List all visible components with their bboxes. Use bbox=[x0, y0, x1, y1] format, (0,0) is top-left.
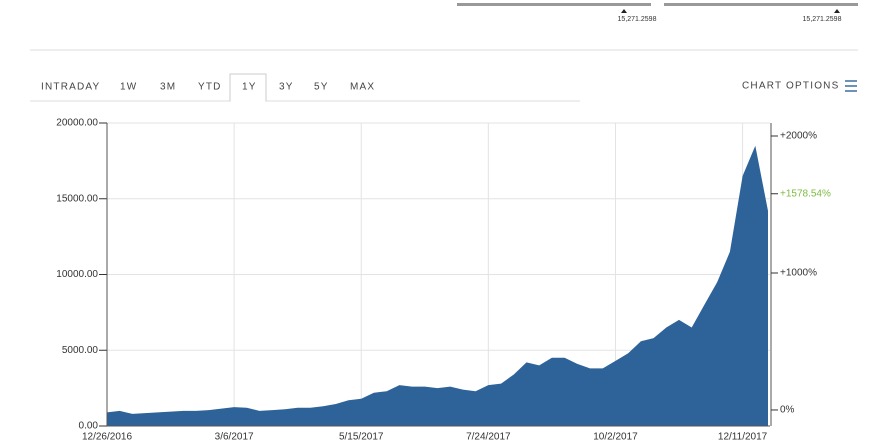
active-tab-box bbox=[229, 73, 267, 101]
tab[interactable]: 1Y bbox=[242, 82, 257, 93]
range-marker bbox=[621, 9, 627, 13]
menu-icon[interactable] bbox=[845, 80, 857, 92]
y-tick-label: 10000.00 bbox=[56, 269, 98, 280]
range-bar bbox=[457, 3, 651, 6]
y-tick-label: 5000.00 bbox=[62, 345, 99, 356]
range-label: 15,271.2598 bbox=[618, 16, 657, 23]
x-tick-label: 5/15/2017 bbox=[339, 432, 384, 443]
plot: 12/26/2016 3/6/2017 5/15/2017 7/24/2017 10/2… bbox=[56, 118, 831, 443]
range-bar bbox=[664, 3, 858, 6]
tab[interactable]: 1W bbox=[120, 82, 137, 93]
y2-tick-label: 0% bbox=[780, 405, 795, 416]
y2-tick-label: +2000% bbox=[780, 131, 817, 142]
tab[interactable]: 3M bbox=[160, 82, 176, 93]
tab-bar: INTRADAY 1W 3M YTD 1Y 3Y 5Y MAX bbox=[41, 73, 375, 102]
x-tick-label: 12/26/2016 bbox=[82, 432, 132, 443]
y2-tick-label: +1578.54% bbox=[780, 188, 831, 199]
y-tick-label: 15000.00 bbox=[56, 193, 98, 204]
y-tick-label: 0.00 bbox=[79, 421, 99, 432]
x-tick-label: 12/11/2017 bbox=[718, 432, 768, 443]
chart-options[interactable]: CHART OPTIONS bbox=[742, 81, 839, 92]
tab[interactable]: INTRADAY bbox=[41, 82, 100, 93]
x-tick-label: 7/24/2017 bbox=[466, 432, 511, 443]
y-tick-label: 20000.00 bbox=[56, 118, 98, 129]
tab[interactable]: YTD bbox=[198, 82, 222, 93]
range-label: 15,271.2598 bbox=[803, 16, 842, 23]
tab[interactable]: MAX bbox=[350, 82, 375, 93]
range-marker bbox=[834, 9, 840, 13]
area bbox=[107, 145, 768, 426]
x-tick-label: 10/2/2017 bbox=[593, 432, 638, 443]
tab[interactable]: 3Y bbox=[279, 82, 294, 93]
tab[interactable]: 5Y bbox=[314, 82, 329, 93]
x-tick-label: 3/6/2017 bbox=[215, 432, 254, 443]
y2-tick-label: +1000% bbox=[780, 268, 817, 279]
